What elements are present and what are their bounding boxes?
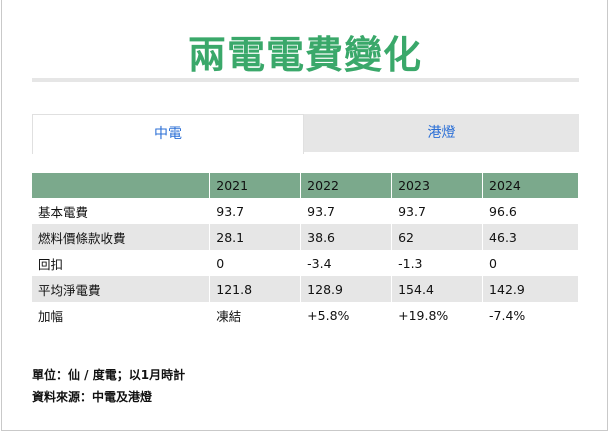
table-cell: 62 xyxy=(391,224,484,250)
table-cell: 96.6 xyxy=(482,198,579,224)
row-label: 燃料價條款收費 xyxy=(32,224,211,250)
table-cell: 46.3 xyxy=(482,224,579,250)
table-header-row: 2021 2022 2023 2024 xyxy=(32,173,579,198)
table-cell: 28.1 xyxy=(209,224,302,250)
table-cell: +5.8% xyxy=(300,302,393,328)
table-row: 平均淨電費 121.8 128.9 154.4 142.9 xyxy=(32,276,579,302)
table-row: 回扣 0 -3.4 -1.3 0 xyxy=(32,250,579,276)
header-cell-2024: 2024 xyxy=(482,173,579,198)
table-cell: -7.4% xyxy=(482,302,579,328)
table-row: 燃料價條款收費 28.1 38.6 62 46.3 xyxy=(32,224,579,250)
table-cell: 128.9 xyxy=(300,276,393,302)
table-row: 加幅 凍結 +5.8% +19.8% -7.4% xyxy=(32,302,579,328)
table-cell: 0 xyxy=(482,250,579,276)
table-cell: 154.4 xyxy=(391,276,484,302)
tab-bar: 中電 港燈 xyxy=(32,114,579,154)
row-label: 平均淨電費 xyxy=(32,276,211,302)
row-label: 加幅 xyxy=(32,302,211,328)
table-cell: 142.9 xyxy=(482,276,579,302)
header-cell-2023: 2023 xyxy=(391,173,484,198)
source-note: 資料來源：中電及港燈 xyxy=(32,390,153,404)
table-cell: 93.7 xyxy=(209,198,302,224)
table-cell: +19.8% xyxy=(391,302,484,328)
table-cell: 121.8 xyxy=(209,276,302,302)
table-cell: 93.7 xyxy=(391,198,484,224)
header-cell-2021: 2021 xyxy=(209,173,302,198)
table-cell: 凍結 xyxy=(209,302,302,328)
tariff-table: 2021 2022 2023 2024 基本電費 93.7 93.7 93.7 … xyxy=(32,173,579,328)
tab-hk-electric[interactable]: 港燈 xyxy=(427,125,456,141)
row-label: 基本電費 xyxy=(32,198,211,224)
table-cell: 38.6 xyxy=(300,224,393,250)
row-label: 回扣 xyxy=(32,250,211,276)
table-cell: 0 xyxy=(209,250,302,276)
table-cell: -1.3 xyxy=(391,250,484,276)
table-cell: 93.7 xyxy=(300,198,393,224)
unit-note: 單位：仙 / 度電；以1月時計 xyxy=(32,368,186,382)
header-cell-label xyxy=(32,173,211,198)
tab-clp[interactable]: 中電 xyxy=(32,114,304,154)
header-cell-2022: 2022 xyxy=(300,173,393,198)
table-cell: -3.4 xyxy=(300,250,393,276)
table-row: 基本電費 93.7 93.7 93.7 96.6 xyxy=(32,198,579,224)
page-title: 兩電電費變化 xyxy=(187,33,422,77)
title-divider xyxy=(32,78,579,82)
